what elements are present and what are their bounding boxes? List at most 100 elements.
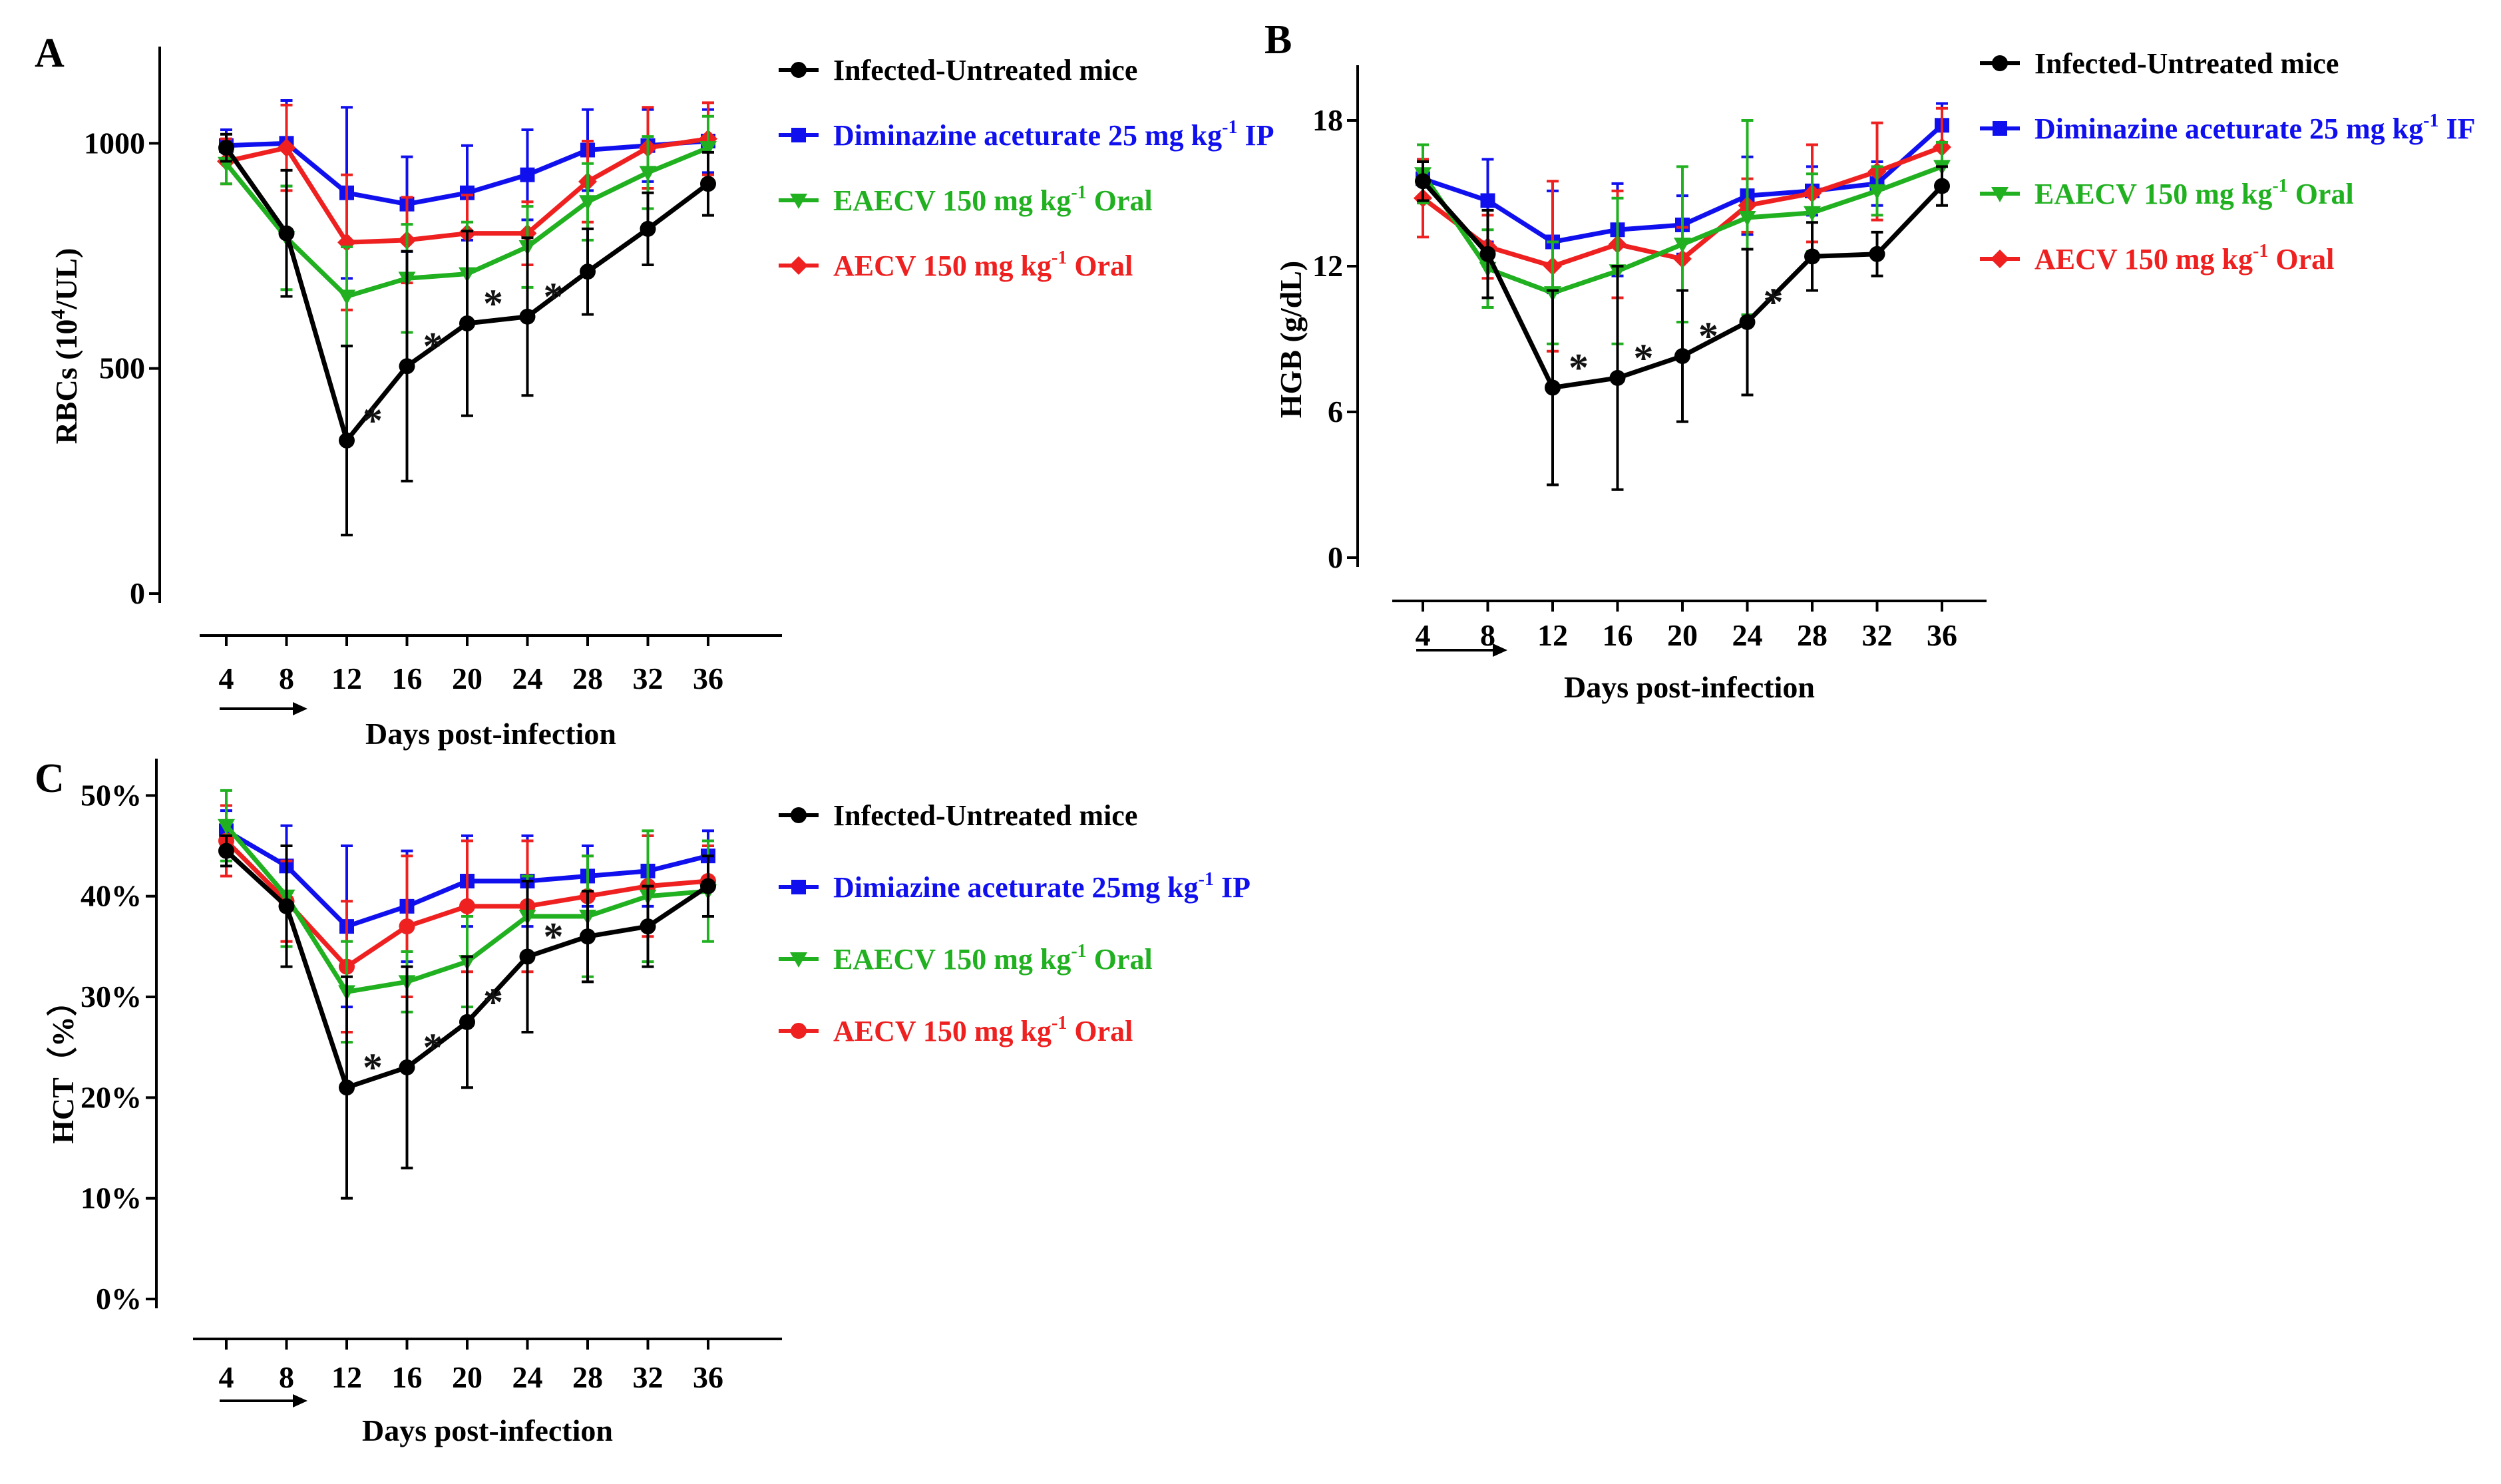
y-tick-label: 500 bbox=[99, 351, 145, 385]
panel-letter: C bbox=[35, 756, 65, 801]
data-point bbox=[639, 166, 657, 182]
legend-entry: AECV 150 mg kg-1 Oral bbox=[779, 248, 1133, 282]
data-point bbox=[1739, 313, 1756, 330]
legend-marker bbox=[1993, 121, 2007, 136]
y-tick-label: 12 bbox=[1312, 249, 1343, 283]
legend-sup: -1 bbox=[1199, 869, 1214, 890]
legend-tail: Oral bbox=[1067, 250, 1133, 282]
data-point bbox=[338, 289, 355, 305]
legend-tail: IF bbox=[2438, 112, 2475, 145]
x-tick-label: 28 bbox=[1797, 618, 1828, 652]
panel-letter: A bbox=[35, 31, 65, 76]
data-point bbox=[460, 185, 475, 200]
data-point bbox=[1609, 369, 1626, 386]
legend-name: EAECV 150 mg kg bbox=[833, 184, 1071, 217]
data-point bbox=[278, 898, 295, 914]
data-point bbox=[277, 138, 296, 158]
legend-tail: Oral bbox=[2288, 178, 2354, 210]
x-tick-label: 36 bbox=[693, 661, 723, 695]
data-point bbox=[640, 918, 656, 935]
x-axis-title: Days post-infection bbox=[1564, 670, 1815, 704]
x-tick-label: 20 bbox=[1667, 618, 1698, 652]
data-point bbox=[1674, 348, 1690, 365]
legend-sup: -1 bbox=[2253, 241, 2268, 262]
legend-marker bbox=[791, 128, 806, 142]
legend-entry: AECV 150 mg kg-1 Oral bbox=[1980, 241, 2334, 276]
legend-sup: -1 bbox=[1222, 117, 1237, 138]
x-tick-label: 4 bbox=[219, 661, 234, 695]
data-point bbox=[339, 1079, 355, 1096]
data-point bbox=[520, 167, 535, 182]
treatment-arrow-head bbox=[293, 702, 307, 715]
x-tick-label: 8 bbox=[1480, 618, 1495, 652]
data-point bbox=[519, 308, 536, 325]
legend-entry: EAECV 150 mg kg-1 Oral bbox=[779, 182, 1153, 217]
x-axis-title: Days post-infection bbox=[362, 1413, 613, 1447]
data-point bbox=[700, 878, 716, 894]
y-axis-title-main: HCT（%） bbox=[46, 986, 80, 1144]
x-tick-label: 8 bbox=[279, 1360, 294, 1394]
y-axis-title: HGB (g/dL) bbox=[1274, 261, 1308, 418]
legend-marker bbox=[791, 62, 807, 78]
series-0 bbox=[218, 132, 716, 537]
y-axis-title-sup: 4 bbox=[47, 309, 69, 319]
legend-label: AECV 150 mg kg-1 Oral bbox=[833, 1013, 1133, 1047]
significance-star: * bbox=[1569, 346, 1589, 390]
y-axis-title-main: HGB (g/dL) bbox=[1274, 261, 1308, 418]
legend-tail: Oral bbox=[1087, 943, 1153, 976]
data-point bbox=[580, 928, 596, 945]
data-point bbox=[1674, 238, 1691, 254]
data-point bbox=[1738, 211, 1756, 226]
x-tick-label: 16 bbox=[392, 661, 423, 695]
data-point bbox=[459, 315, 475, 331]
x-tick-label: 16 bbox=[392, 1360, 423, 1394]
legend-sup: -1 bbox=[1052, 1013, 1067, 1033]
y-tick-label: 50% bbox=[81, 778, 142, 812]
legend-marker bbox=[791, 880, 806, 894]
x-tick-label: 24 bbox=[512, 661, 543, 695]
significance-star: * bbox=[544, 915, 564, 959]
treatment-arrow-head bbox=[293, 1394, 307, 1407]
y-tick-label: 40% bbox=[81, 879, 142, 913]
legend-marker bbox=[791, 807, 807, 823]
data-point bbox=[1545, 379, 1561, 396]
legend-tail: Oral bbox=[1087, 184, 1153, 217]
x-tick-label: 36 bbox=[693, 1360, 723, 1394]
legend-name: Infected-Untreated mice bbox=[833, 54, 1137, 87]
legend-marker bbox=[1991, 250, 2009, 268]
legend-name: Infected-Untreated mice bbox=[2034, 47, 2339, 80]
y-tick-label: 0 bbox=[1328, 540, 1343, 574]
significance-star: * bbox=[544, 275, 564, 319]
legend-name: EAECV 150 mg kg bbox=[2034, 178, 2272, 210]
legend-tail: IP bbox=[1237, 119, 1274, 152]
significance-star: * bbox=[1764, 280, 1784, 324]
data-point bbox=[1415, 173, 1431, 190]
data-point bbox=[519, 948, 536, 965]
x-tick-label: 32 bbox=[1862, 618, 1893, 652]
data-point bbox=[1934, 178, 1950, 194]
legend-sup: -1 bbox=[1071, 182, 1086, 203]
legend-label: Infected-Untreated mice bbox=[2034, 47, 2339, 80]
x-tick-label: 12 bbox=[331, 661, 362, 695]
y-tick-label: 1000 bbox=[84, 126, 145, 160]
data-point bbox=[399, 1059, 415, 1075]
legend-label: Infected-Untreated mice bbox=[833, 799, 1137, 832]
y-axis-title-main: RBCs (10 bbox=[49, 319, 83, 445]
legend-tail: Oral bbox=[2268, 243, 2334, 276]
significance-star: * bbox=[1634, 336, 1654, 380]
data-point bbox=[278, 225, 295, 242]
y-axis-title: HCT（%） bbox=[46, 986, 80, 1144]
x-tick-label: 12 bbox=[331, 1360, 362, 1394]
legend-sup: -1 bbox=[1052, 248, 1067, 268]
data-point bbox=[1479, 246, 1496, 262]
legend-label: AECV 150 mg kg-1 Oral bbox=[2034, 241, 2334, 276]
x-tick-label: 28 bbox=[572, 661, 603, 695]
data-point bbox=[399, 918, 415, 935]
panel-letter: B bbox=[1264, 17, 1292, 63]
data-point bbox=[1804, 206, 1821, 222]
series-0 bbox=[218, 834, 716, 1200]
data-point bbox=[218, 140, 234, 156]
legend-entry: EAECV 150 mg kg-1 Oral bbox=[779, 941, 1153, 976]
significance-star: * bbox=[423, 324, 443, 368]
data-point bbox=[699, 141, 717, 157]
